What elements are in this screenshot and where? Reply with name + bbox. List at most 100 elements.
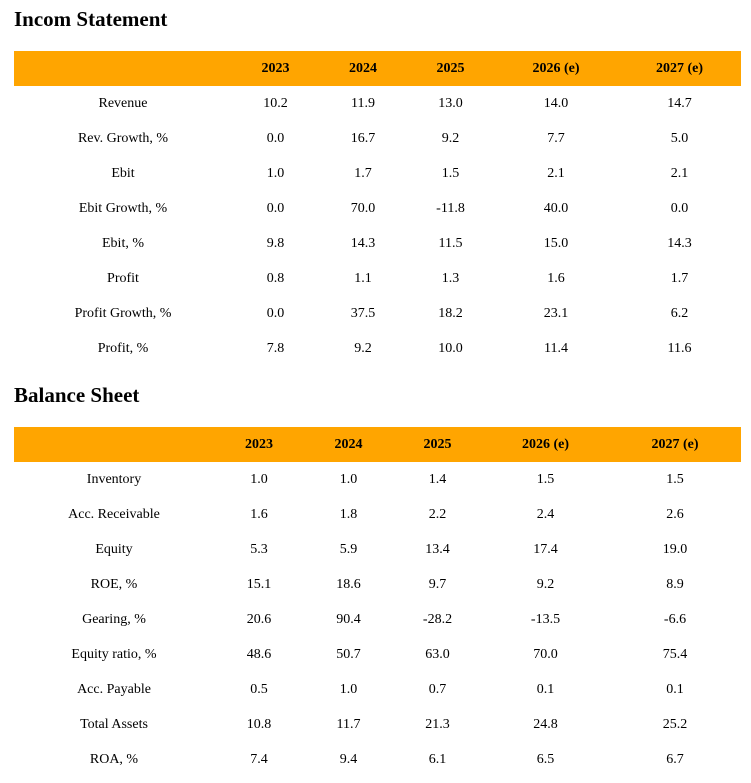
income-value-cell: 37.5 bbox=[319, 296, 407, 331]
balance-value-cell: 19.0 bbox=[609, 532, 741, 567]
balance-table-row: ROA, % 7.4 9.4 6.1 6.5 6.7 bbox=[14, 742, 741, 777]
income-value-cell: 40.0 bbox=[494, 191, 618, 226]
income-header-cell: 2027 (e) bbox=[618, 51, 741, 86]
balance-sheet-title: Balance Sheet bbox=[14, 385, 139, 406]
balance-value-cell: 25.2 bbox=[609, 707, 741, 742]
income-value-cell: 0.0 bbox=[232, 121, 319, 156]
income-header-cell bbox=[14, 51, 232, 86]
balance-value-cell: 20.6 bbox=[214, 602, 304, 637]
balance-value-cell: 21.3 bbox=[393, 707, 482, 742]
balance-value-cell: 5.3 bbox=[214, 532, 304, 567]
income-value-cell: 7.7 bbox=[494, 121, 618, 156]
balance-value-cell: 63.0 bbox=[393, 637, 482, 672]
income-value-cell: 2.1 bbox=[494, 156, 618, 191]
balance-row-label: Equity ratio, % bbox=[14, 637, 214, 672]
balance-value-cell: 7.4 bbox=[214, 742, 304, 777]
balance-table-row: Acc. Receivable 1.6 1.8 2.2 2.4 2.6 bbox=[14, 497, 741, 532]
income-value-cell: 16.7 bbox=[319, 121, 407, 156]
income-value-cell: 0.0 bbox=[232, 296, 319, 331]
income-value-cell: 11.5 bbox=[407, 226, 494, 261]
income-value-cell: 1.6 bbox=[494, 261, 618, 296]
balance-header-cell: 2023 bbox=[214, 427, 304, 462]
balance-table-row: Inventory 1.0 1.0 1.4 1.5 1.5 bbox=[14, 462, 741, 497]
balance-value-cell: 1.8 bbox=[304, 497, 393, 532]
income-value-cell: 1.1 bbox=[319, 261, 407, 296]
balance-value-cell: 1.4 bbox=[393, 462, 482, 497]
balance-value-cell: 90.4 bbox=[304, 602, 393, 637]
balance-value-cell: 1.6 bbox=[214, 497, 304, 532]
balance-value-cell: 2.6 bbox=[609, 497, 741, 532]
income-value-cell: 9.8 bbox=[232, 226, 319, 261]
balance-value-cell: 9.7 bbox=[393, 567, 482, 602]
income-value-cell: 11.4 bbox=[494, 331, 618, 366]
balance-header-cell: 2027 (e) bbox=[609, 427, 741, 462]
income-value-cell: 0.0 bbox=[618, 191, 741, 226]
balance-header-cell bbox=[14, 427, 214, 462]
balance-value-cell: 0.1 bbox=[609, 672, 741, 707]
income-row-label: Ebit bbox=[14, 156, 232, 191]
income-value-cell: 14.0 bbox=[494, 86, 618, 121]
income-value-cell: 15.0 bbox=[494, 226, 618, 261]
balance-value-cell: 6.5 bbox=[482, 742, 609, 777]
income-table-row: Ebit, % 9.8 14.3 11.5 15.0 14.3 bbox=[14, 226, 741, 261]
income-header-row: 2023 2024 2025 2026 (e) 2027 (e) bbox=[14, 51, 741, 86]
balance-value-cell: 9.4 bbox=[304, 742, 393, 777]
income-value-cell: 7.8 bbox=[232, 331, 319, 366]
balance-value-cell: -13.5 bbox=[482, 602, 609, 637]
income-value-cell: 14.3 bbox=[319, 226, 407, 261]
balance-table-row: Equity ratio, % 48.6 50.7 63.0 70.0 75.4 bbox=[14, 637, 741, 672]
income-row-label: Profit bbox=[14, 261, 232, 296]
balance-table-row: Equity 5.3 5.9 13.4 17.4 19.0 bbox=[14, 532, 741, 567]
balance-value-cell: 18.6 bbox=[304, 567, 393, 602]
income-row-label: Profit, % bbox=[14, 331, 232, 366]
income-header-cell: 2024 bbox=[319, 51, 407, 86]
income-statement-title: Incom Statement bbox=[14, 9, 167, 30]
balance-value-cell: 70.0 bbox=[482, 637, 609, 672]
income-value-cell: 11.9 bbox=[319, 86, 407, 121]
income-table-row: Rev. Growth, % 0.0 16.7 9.2 7.7 5.0 bbox=[14, 121, 741, 156]
income-value-cell: 9.2 bbox=[407, 121, 494, 156]
balance-value-cell: 10.8 bbox=[214, 707, 304, 742]
balance-table-row: Gearing, % 20.6 90.4 -28.2 -13.5 -6.6 bbox=[14, 602, 741, 637]
balance-header-cell: 2024 bbox=[304, 427, 393, 462]
income-value-cell: 6.2 bbox=[618, 296, 741, 331]
income-value-cell: 1.7 bbox=[319, 156, 407, 191]
income-table-row: Revenue 10.2 11.9 13.0 14.0 14.7 bbox=[14, 86, 741, 121]
balance-value-cell: 1.5 bbox=[482, 462, 609, 497]
balance-sheet-table: 2023 2024 2025 2026 (e) 2027 (e) Inventory 1.… bbox=[14, 427, 741, 777]
income-table-row: Ebit Growth, % 0.0 70.0 -11.8 40.0 0.0 bbox=[14, 191, 741, 226]
income-header-cell: 2026 (e) bbox=[494, 51, 618, 86]
balance-value-cell: 2.4 bbox=[482, 497, 609, 532]
balance-value-cell: 17.4 bbox=[482, 532, 609, 567]
balance-value-cell: 48.6 bbox=[214, 637, 304, 672]
balance-row-label: ROE, % bbox=[14, 567, 214, 602]
balance-value-cell: 0.5 bbox=[214, 672, 304, 707]
income-value-cell: 14.3 bbox=[618, 226, 741, 261]
income-row-label: Rev. Growth, % bbox=[14, 121, 232, 156]
balance-value-cell: -28.2 bbox=[393, 602, 482, 637]
income-value-cell: 10.2 bbox=[232, 86, 319, 121]
balance-table-row: Total Assets 10.8 11.7 21.3 24.8 25.2 bbox=[14, 707, 741, 742]
income-header-cell: 2025 bbox=[407, 51, 494, 86]
balance-row-label: Acc. Payable bbox=[14, 672, 214, 707]
income-value-cell: 13.0 bbox=[407, 86, 494, 121]
balance-row-label: Gearing, % bbox=[14, 602, 214, 637]
income-value-cell: 18.2 bbox=[407, 296, 494, 331]
income-row-label: Profit Growth, % bbox=[14, 296, 232, 331]
balance-value-cell: 5.9 bbox=[304, 532, 393, 567]
income-row-label: Ebit Growth, % bbox=[14, 191, 232, 226]
balance-value-cell: 15.1 bbox=[214, 567, 304, 602]
income-value-cell: 1.5 bbox=[407, 156, 494, 191]
balance-row-label: ROA, % bbox=[14, 742, 214, 777]
balance-row-label: Equity bbox=[14, 532, 214, 567]
balance-value-cell: 1.0 bbox=[304, 672, 393, 707]
balance-value-cell: 6.1 bbox=[393, 742, 482, 777]
income-table-row: Profit Growth, % 0.0 37.5 18.2 23.1 6.2 bbox=[14, 296, 741, 331]
income-value-cell: 1.0 bbox=[232, 156, 319, 191]
income-statement-table: 2023 2024 2025 2026 (e) 2027 (e) Revenue 10.2… bbox=[14, 51, 741, 366]
income-table-row: Profit, % 7.8 9.2 10.0 11.4 11.6 bbox=[14, 331, 741, 366]
balance-value-cell: 1.0 bbox=[304, 462, 393, 497]
income-value-cell: 11.6 bbox=[618, 331, 741, 366]
balance-value-cell: 6.7 bbox=[609, 742, 741, 777]
balance-row-label: Acc. Receivable bbox=[14, 497, 214, 532]
